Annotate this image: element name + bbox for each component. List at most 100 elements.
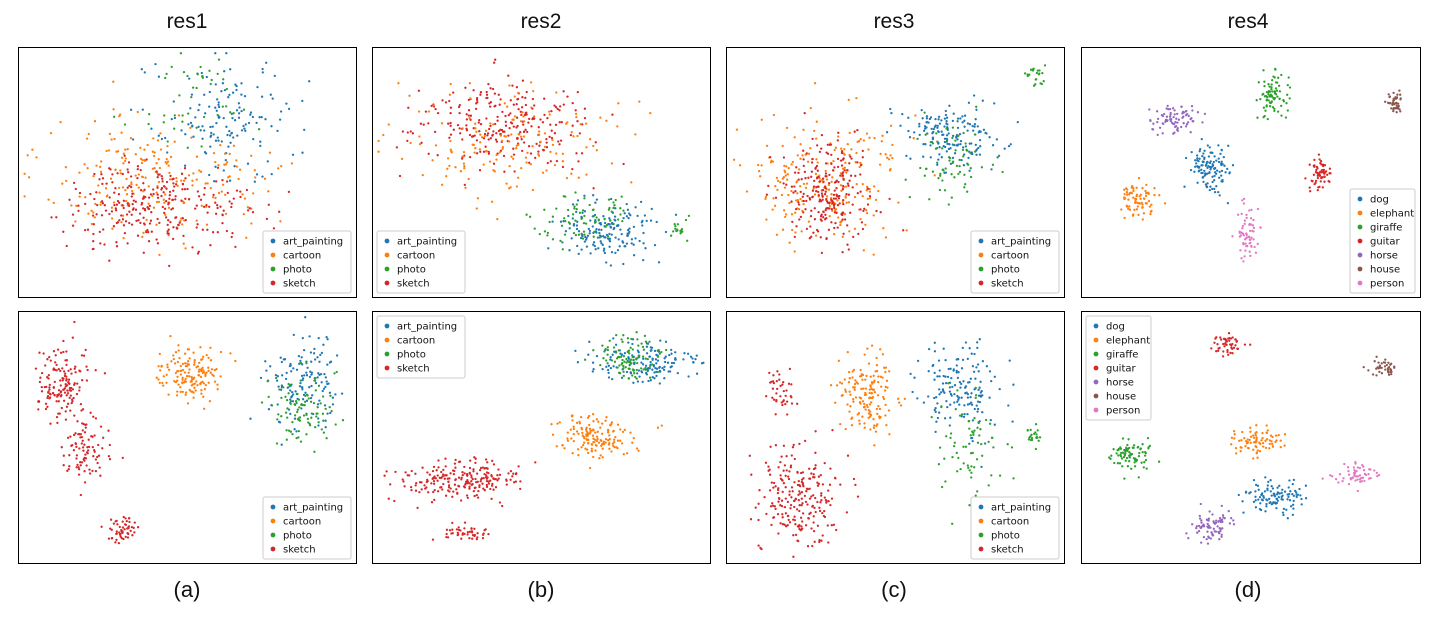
point-sketch [782,482,786,485]
point-sketch [47,374,50,377]
point-cartoon [400,157,404,161]
point-art_painting [658,382,661,385]
point-sketch [461,138,464,141]
point-sketch [150,230,153,233]
point-cartoon [119,169,122,172]
point-art_painting [306,366,309,369]
point-person [1245,213,1248,217]
point-cartoon [856,382,859,385]
point-art_painting [967,101,971,104]
point-art_painting [299,359,302,363]
point-cartoon [861,373,865,377]
point-sketch [385,470,388,473]
point-dog [1287,495,1290,498]
point-art_painting [592,243,595,246]
legend-label-elephant: elephant [1370,209,1414,220]
point-dog [1215,185,1218,188]
point-sketch [817,475,821,478]
point-cartoon [812,187,815,190]
point-cartoon [504,135,508,138]
point-sketch [771,396,774,399]
point-sketch [441,99,444,102]
point-art_painting [214,165,217,168]
point-art_painting [192,135,195,138]
point-photo [962,155,965,158]
point-sketch [107,454,111,458]
point-dog [1254,499,1257,502]
point-photo [1042,80,1045,83]
point-sketch [849,211,852,214]
point-cartoon [549,150,552,154]
point-art_painting [921,117,924,120]
point-sketch [111,173,114,176]
point-sketch [847,248,850,251]
point-cartoon [440,122,444,125]
point-photo [950,173,953,176]
point-sketch [38,351,41,354]
point-cartoon [467,177,470,181]
point-sketch [126,531,129,535]
point-cartoon [84,196,87,199]
point-sketch [82,354,86,357]
point-sketch [534,156,537,160]
point-giraffe [1264,109,1267,112]
point-cartoon [135,183,138,187]
point-dog [1211,175,1214,178]
point-sketch [115,532,118,535]
point-photo [298,406,301,409]
point-sketch [859,208,862,211]
point-guitar [1320,163,1323,166]
point-photo [627,377,630,380]
point-cartoon [575,430,579,433]
point-sketch [812,231,815,234]
point-horse [1189,131,1192,134]
point-cartoon [181,368,185,372]
point-art_painting [271,97,274,100]
point-cartoon [760,118,763,121]
point-sketch [59,379,62,382]
point-sketch [823,193,827,196]
point-sketch [208,205,211,208]
point-sketch [846,224,849,227]
point-cartoon [193,363,196,366]
point-giraffe [1157,460,1161,463]
point-cartoon [175,176,178,180]
point-sketch [52,368,55,371]
point-giraffe [1274,93,1278,96]
point-art_painting [587,353,590,356]
point-cartoon [454,166,457,169]
point-elephant [1249,441,1252,444]
point-art_painting [943,125,946,128]
point-cartoon [858,419,861,422]
point-art_painting [190,93,194,96]
point-photo [1035,71,1039,75]
point-house [1399,98,1402,101]
point-cartoon [107,149,111,152]
point-elephant [1150,203,1153,206]
point-sketch [485,471,489,474]
point-art_painting [562,220,565,223]
point-cartoon [831,209,834,212]
point-art_painting [613,218,616,221]
point-cartoon [829,384,833,387]
point-cartoon [144,159,147,163]
point-sketch [794,190,797,193]
point-art_painting [692,361,695,364]
point-art_painting [951,156,955,160]
point-sketch [830,153,833,157]
point-art_painting [953,401,956,404]
point-sketch [494,122,497,126]
point-cartoon [866,405,869,409]
point-cartoon [807,152,811,155]
point-sketch [121,531,124,534]
point-art_painting [970,403,974,406]
point-art_painting [985,365,989,368]
point-art_painting [608,217,611,220]
point-photo [583,358,587,361]
point-sketch [460,537,463,540]
point-sketch [136,165,140,168]
point-sketch [407,106,410,109]
point-cartoon [865,403,869,407]
point-sketch [791,220,794,224]
point-sketch [852,235,855,239]
